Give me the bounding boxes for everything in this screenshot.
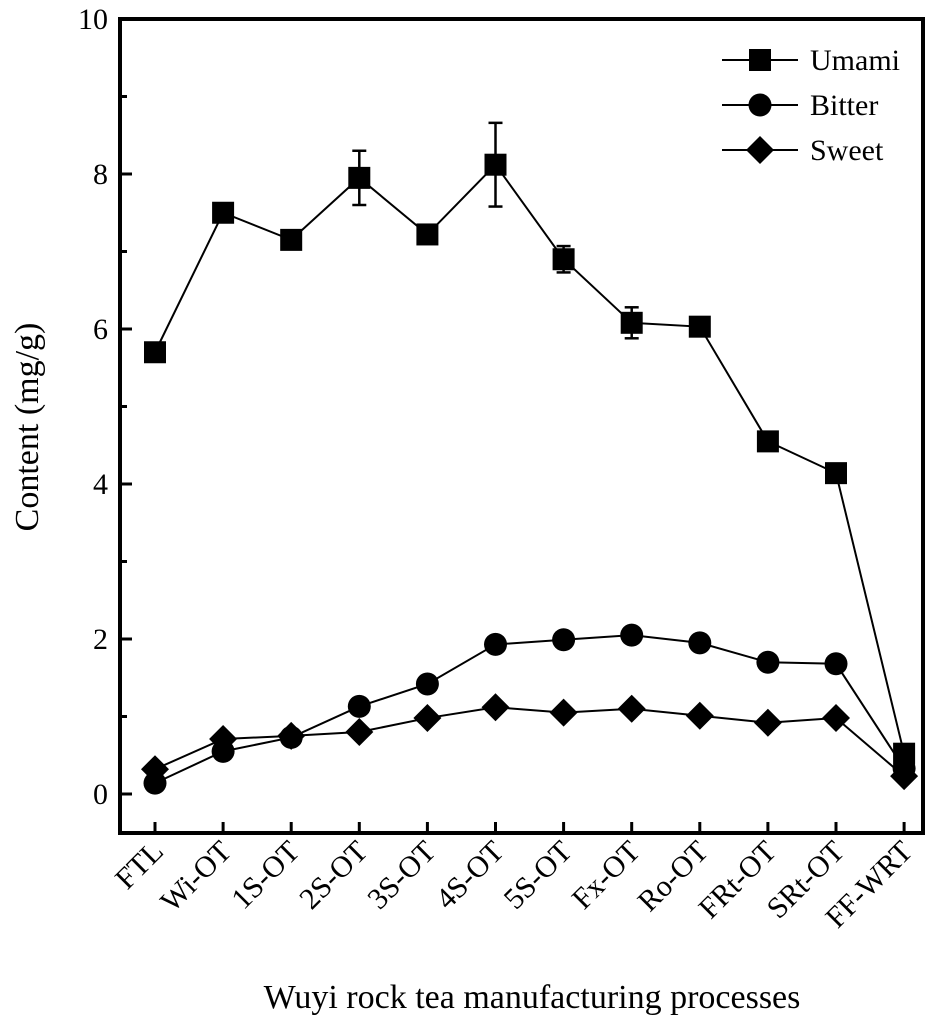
plot-frame bbox=[118, 17, 925, 835]
y-tick-label: 4 bbox=[93, 468, 108, 501]
point-bitter bbox=[484, 632, 507, 656]
point-sweet bbox=[617, 694, 646, 723]
point-umami bbox=[484, 153, 507, 176]
y-axis: 0 2 4 6 8 10 bbox=[78, 3, 132, 811]
series-layer bbox=[141, 121, 919, 795]
point-bitter bbox=[415, 672, 439, 696]
point-sweet bbox=[209, 724, 238, 753]
legend-marker-bitter bbox=[748, 93, 772, 117]
point-umami bbox=[620, 311, 643, 334]
legend-item-bitter: Bitter bbox=[722, 89, 878, 122]
point-sweet bbox=[685, 701, 714, 730]
point-sweet bbox=[413, 704, 442, 733]
x-tick-label: 5S-OT bbox=[497, 835, 578, 916]
series-line-umami bbox=[154, 163, 906, 754]
x-tick-label: 2S-OT bbox=[293, 835, 374, 916]
y-tick-label: 6 bbox=[93, 313, 108, 346]
legend-marker-umami bbox=[749, 49, 771, 71]
point-sweet bbox=[481, 693, 510, 722]
point-sweet bbox=[822, 704, 850, 733]
point-sweet bbox=[345, 718, 374, 746]
series-umami bbox=[144, 121, 916, 765]
x-tick-label: 4S-OT bbox=[429, 835, 510, 916]
point-umami bbox=[825, 462, 847, 485]
point-bitter bbox=[824, 652, 848, 676]
point-sweet bbox=[753, 708, 782, 737]
point-umami bbox=[416, 223, 439, 246]
point-umami bbox=[144, 341, 166, 364]
point-sweet bbox=[890, 762, 919, 791]
x-axis-title: Wuyi rock tea manufacturing processes bbox=[264, 979, 801, 1016]
series-sweet bbox=[141, 693, 919, 791]
legend: Umami Bitter Sweet bbox=[722, 44, 900, 167]
point-sweet bbox=[277, 721, 306, 750]
point-bitter bbox=[756, 650, 780, 674]
point-umami bbox=[280, 228, 303, 251]
point-bitter bbox=[552, 628, 576, 652]
point-umami bbox=[348, 166, 371, 189]
x-tick-label: FTL bbox=[109, 835, 170, 896]
y-tick-label: 10 bbox=[78, 3, 108, 36]
point-bitter bbox=[688, 631, 712, 655]
point-sweet bbox=[549, 698, 578, 727]
legend-label: Umami bbox=[810, 44, 900, 77]
legend-label: Bitter bbox=[810, 89, 878, 122]
point-umami bbox=[212, 201, 235, 224]
x-tick-label: Fx-OT bbox=[566, 835, 647, 916]
y-tick-label: 8 bbox=[93, 158, 108, 191]
legend-item-sweet: Sweet bbox=[722, 134, 884, 167]
point-umami bbox=[756, 430, 779, 453]
point-bitter bbox=[347, 694, 371, 718]
y-tick-label: 0 bbox=[93, 778, 108, 811]
x-tick-label: 1S-OT bbox=[225, 835, 306, 916]
point-bitter bbox=[620, 623, 644, 647]
y-tick-label: 2 bbox=[93, 623, 108, 656]
point-umami bbox=[552, 248, 575, 271]
y-axis-title: Content (mg/g) bbox=[9, 323, 46, 532]
legend-label: Sweet bbox=[810, 134, 884, 167]
x-tick-label: Wi-OT bbox=[154, 835, 238, 919]
point-sweet bbox=[141, 755, 169, 784]
x-tick-label: 3S-OT bbox=[361, 835, 442, 916]
legend-marker-sweet bbox=[746, 136, 774, 164]
x-axis: FTLWi-OT1S-OT2S-OT3S-OT4S-OT5S-OTFx-OTRo… bbox=[109, 822, 919, 934]
point-umami bbox=[688, 315, 711, 338]
legend-item-umami: Umami bbox=[722, 44, 900, 77]
